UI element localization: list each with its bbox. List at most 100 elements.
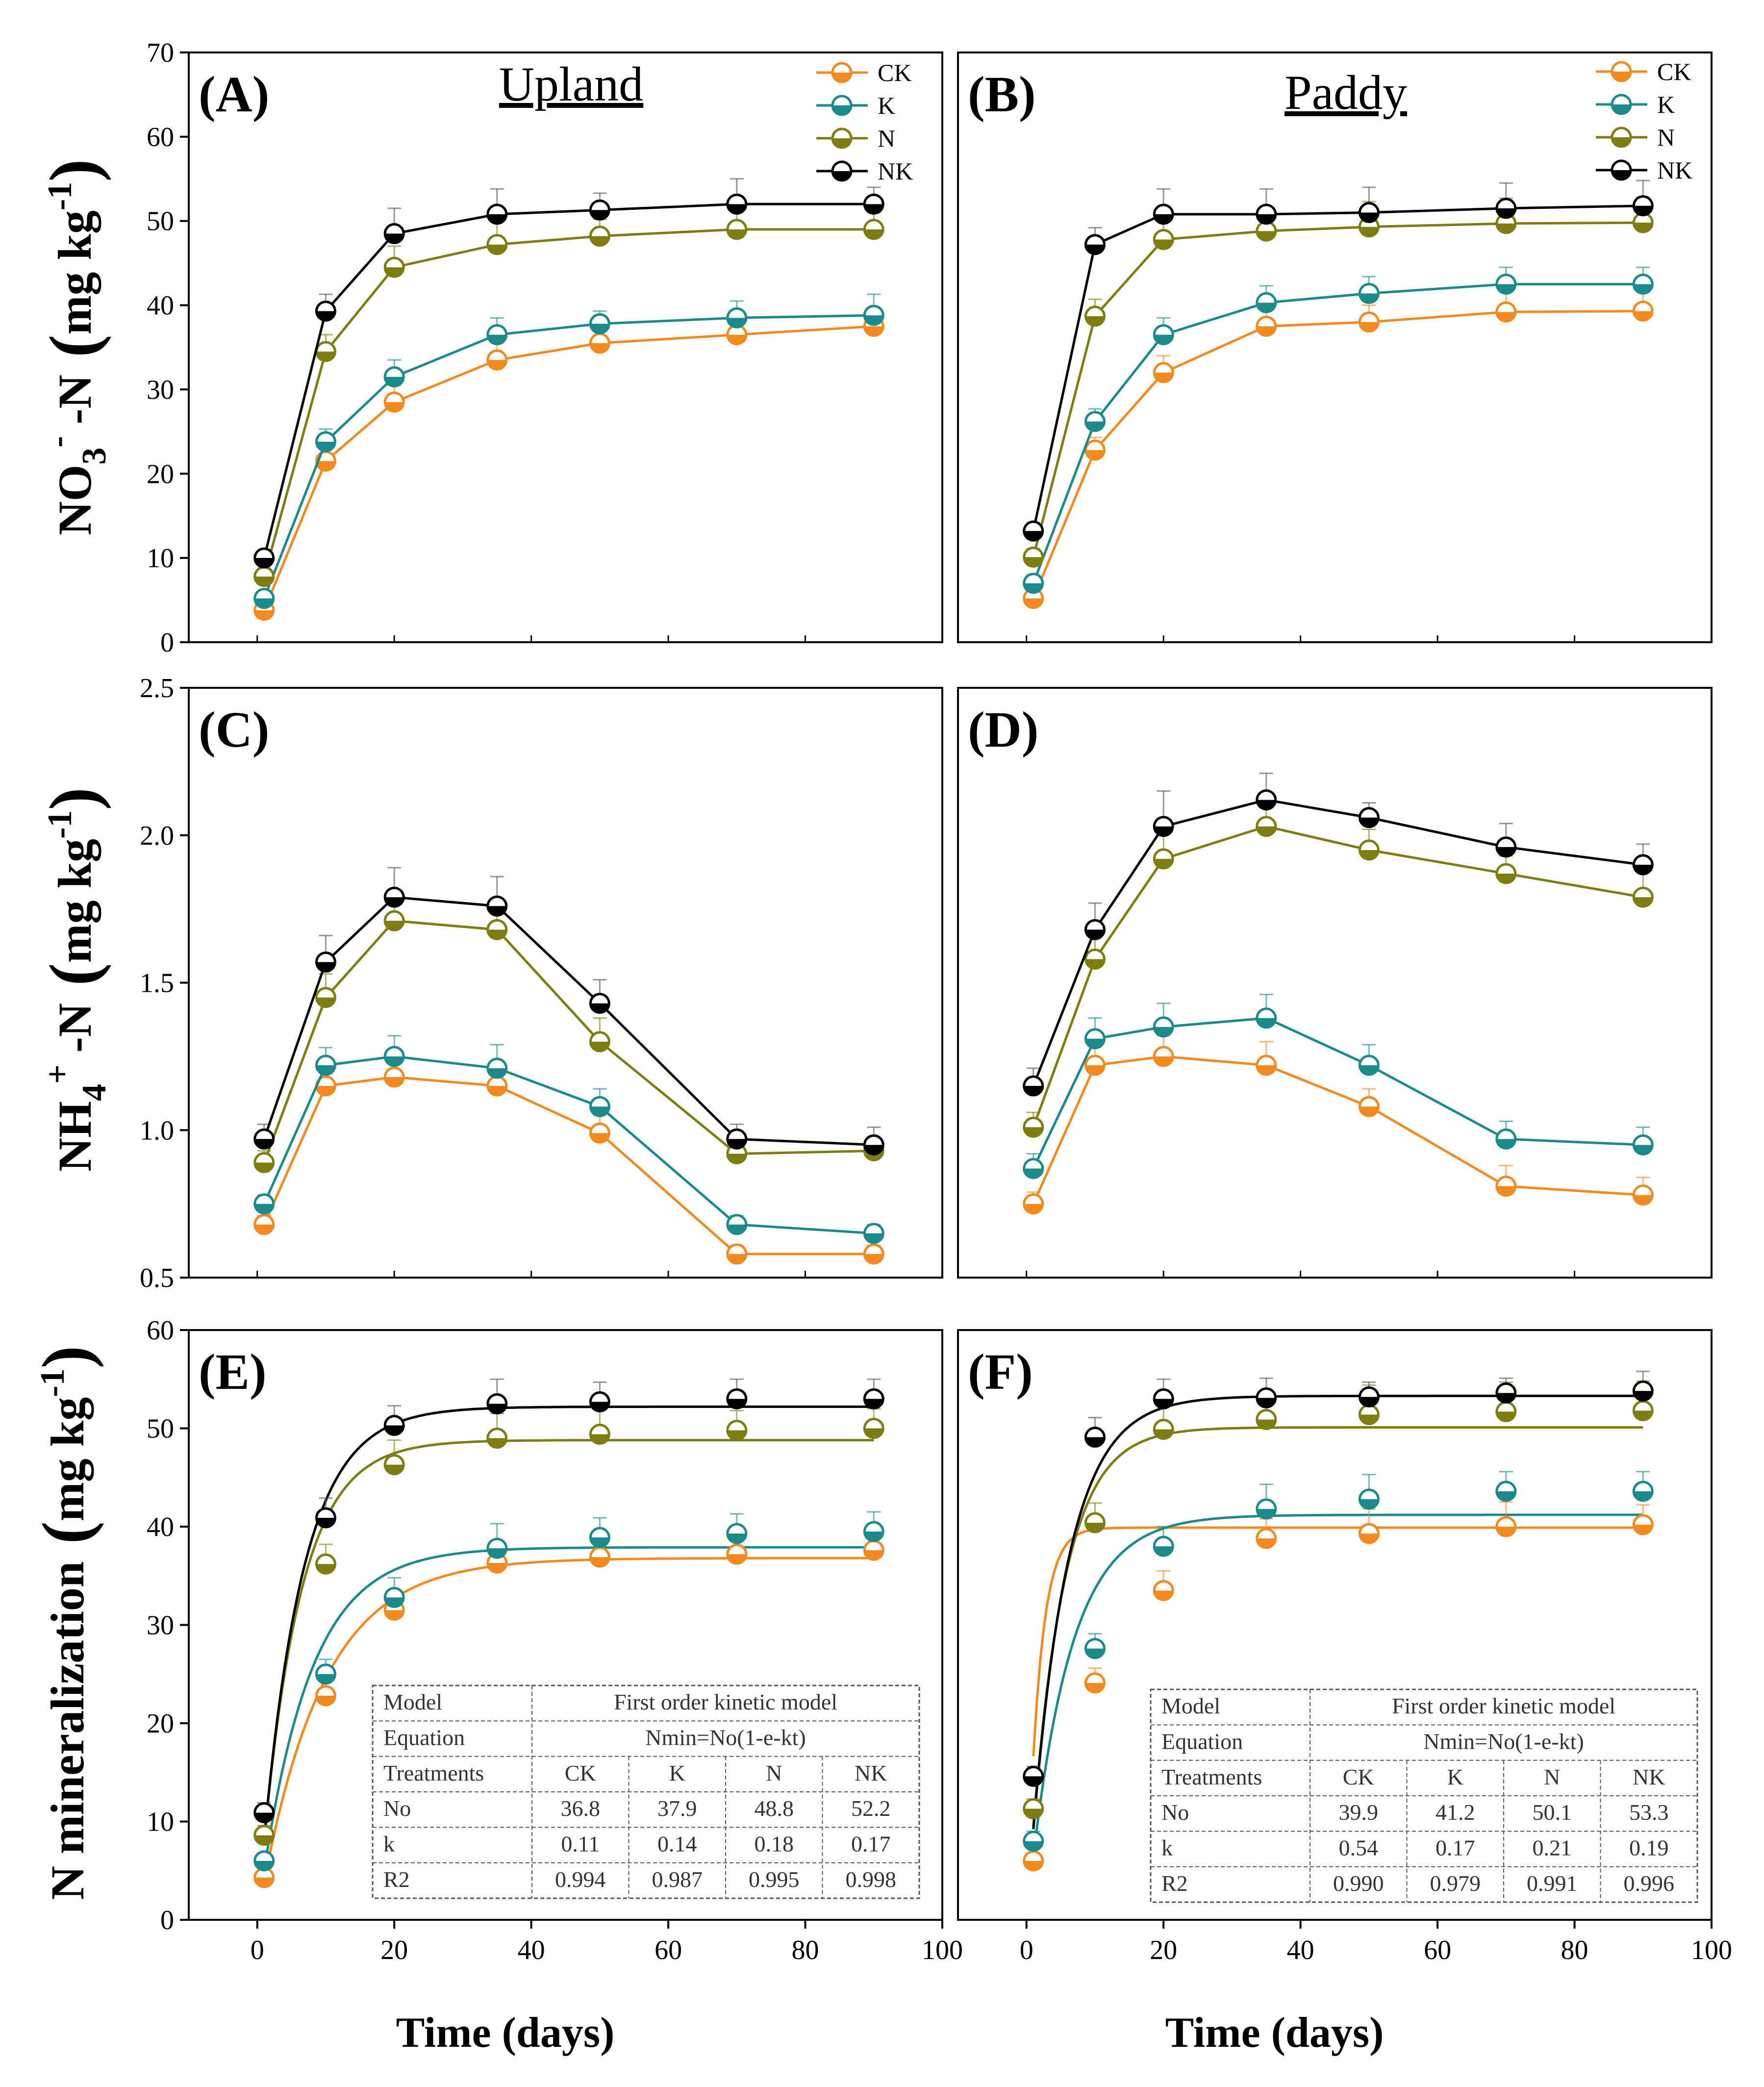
data-point <box>1084 948 1106 970</box>
table-header-n: N <box>766 1760 782 1785</box>
data-point-fill <box>864 204 883 214</box>
data-point-fill <box>727 1139 746 1149</box>
panel-title: Upland <box>499 57 643 111</box>
data-point <box>383 223 405 244</box>
data-point-fill <box>864 1532 883 1541</box>
legend-marker <box>831 160 853 182</box>
data-point <box>1023 546 1044 568</box>
data-point-fill <box>864 1254 883 1263</box>
data-point <box>1153 1535 1174 1557</box>
table-cell: 53.3 <box>1629 1800 1669 1825</box>
data-point-fill <box>1360 1065 1379 1075</box>
data-point-fill <box>1085 1683 1105 1692</box>
data-point <box>1256 203 1277 225</box>
table-header-ck: CK <box>1343 1764 1374 1789</box>
data-point <box>1358 1096 1380 1117</box>
data-point-fill <box>1496 1411 1515 1421</box>
data-point-fill <box>1085 316 1105 326</box>
data-point <box>589 332 610 354</box>
table-header-n: N <box>1544 1764 1560 1789</box>
data-point-fill <box>1496 284 1515 294</box>
series-k <box>253 1511 884 1872</box>
table-cell: 0.54 <box>1339 1836 1379 1861</box>
data-point-fill <box>254 1204 274 1213</box>
data-point-fill <box>1154 858 1173 868</box>
data-point-fill <box>1024 1127 1043 1137</box>
data-point <box>1153 1046 1174 1067</box>
data-point-fill <box>864 315 883 325</box>
data-point-fill <box>254 1877 274 1887</box>
ylabel-paren: ) <box>36 159 112 182</box>
data-point-fill <box>1154 373 1173 382</box>
panel-title: Paddy <box>1285 65 1407 120</box>
chart-panel-b: (B) Paddy CK KN NK <box>957 51 1713 643</box>
ylabel-unit: mg kg <box>49 839 101 963</box>
ylabel-unit-sup: -1 <box>41 810 79 839</box>
data-point-fill <box>864 1145 883 1155</box>
table-row-label: k <box>383 1832 395 1857</box>
chart-panel-c: 0.5 1.0 1.5 2.0 2.5 (C) NH4+ -N (mg kg-1) <box>36 673 943 1293</box>
data-point <box>1632 1481 1654 1502</box>
fit-curve-n <box>1032 1426 1643 1827</box>
fit-curve-n <box>263 1439 874 1841</box>
legend: CK KN NK <box>1596 58 1692 184</box>
data-point <box>1256 1387 1277 1408</box>
chart-panel-e: 0 10 20 30 40 50 60 0 20 40 60 80 100 Time (days) (E) N… <box>28 1315 963 2057</box>
data-point <box>1084 411 1106 432</box>
data-point <box>1084 1055 1106 1076</box>
table-cell: 39.9 <box>1339 1800 1379 1825</box>
data-point <box>1256 816 1277 837</box>
data-point <box>486 1075 508 1097</box>
data-point <box>1023 1075 1044 1097</box>
data-point <box>383 1454 405 1476</box>
data-point-fill <box>727 1224 746 1234</box>
data-point-fill <box>727 1554 746 1564</box>
data-point <box>315 431 336 453</box>
data-point-fill <box>385 377 404 386</box>
data-point-fill <box>832 138 851 148</box>
fit-curve-k <box>263 1546 874 1872</box>
data-point-fill <box>1257 800 1276 809</box>
data-point <box>589 1122 610 1144</box>
data-point-fill <box>1360 1106 1379 1116</box>
data-point-fill <box>487 1404 506 1413</box>
data-point-fill <box>590 1537 609 1547</box>
data-point <box>1495 1128 1517 1150</box>
y-axis-title: NO3- -N (mg kg-1) <box>36 159 113 535</box>
ylabel-unit: mg kg <box>41 1397 94 1521</box>
data-point-fill <box>1024 1841 1043 1851</box>
data-point <box>1023 573 1044 594</box>
data-point-fill <box>385 1425 404 1435</box>
data-point-fill <box>1085 1065 1105 1075</box>
data-point <box>253 1152 275 1173</box>
data-point <box>1495 1382 1517 1404</box>
data-point-fill <box>1085 1522 1105 1532</box>
table-cell: 0.987 <box>652 1867 703 1892</box>
data-point <box>1084 1427 1106 1448</box>
data-point-fill <box>1085 450 1105 460</box>
data-point <box>589 1096 610 1117</box>
data-point <box>486 349 508 371</box>
ylabel-tail: -N <box>49 375 101 436</box>
data-point-fill <box>1154 239 1173 249</box>
data-point <box>1632 1134 1654 1156</box>
data-point-fill <box>316 1564 335 1574</box>
y-tick-label: 2.0 <box>140 821 174 851</box>
series-line <box>1032 310 1643 599</box>
data-point-fill <box>864 326 883 336</box>
data-point <box>1358 1488 1380 1510</box>
data-point <box>383 886 405 908</box>
data-point <box>1084 919 1106 940</box>
series-line <box>1032 825 1643 1128</box>
data-point <box>383 256 405 278</box>
y-tick-label: 0.5 <box>140 1263 174 1293</box>
data-point-fill <box>316 311 335 321</box>
series-ck <box>1023 289 1654 609</box>
data-point <box>253 1867 275 1888</box>
data-point <box>1023 1850 1044 1872</box>
data-point-fill <box>1024 583 1043 593</box>
data-point-fill <box>1154 1399 1173 1408</box>
x-tick-label: 60 <box>1424 1935 1451 1965</box>
fit-curve-nk <box>1032 1394 1643 1830</box>
data-point <box>486 1552 508 1574</box>
